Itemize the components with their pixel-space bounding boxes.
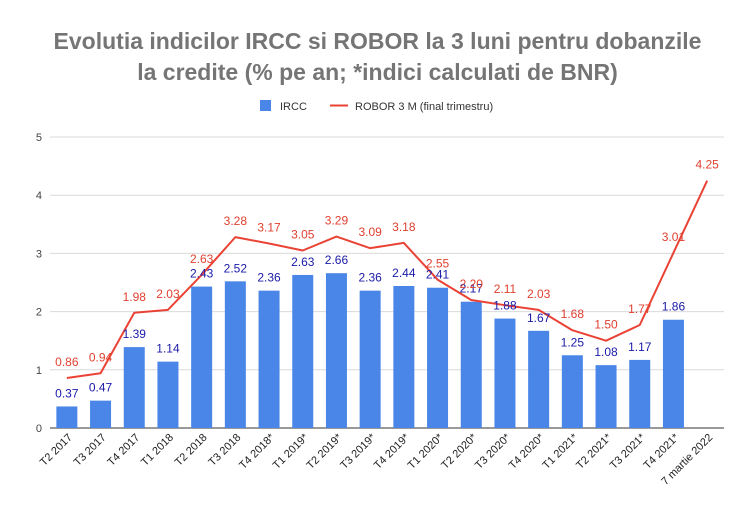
bar-series-ircc bbox=[56, 273, 684, 428]
data-label-ircc: 0.47 bbox=[89, 381, 113, 395]
data-label-robor: 2.03 bbox=[527, 287, 551, 301]
bar-ircc bbox=[123, 347, 145, 428]
data-label-ircc: 1.86 bbox=[662, 300, 686, 314]
x-tick-label: T2 2021* bbox=[574, 431, 615, 472]
legend: IRCC ROBOR 3 M (final trimestru) bbox=[260, 100, 493, 113]
x-tick-label: T2 2018 bbox=[173, 432, 210, 469]
data-label-ircc: 2.36 bbox=[257, 271, 281, 285]
x-tick-label: T1 2019* bbox=[271, 431, 312, 472]
data-label-ircc: 2.41 bbox=[426, 268, 450, 282]
data-labels: 0.37 0.47 1.39 1.14 2.43 2.52 2.36 2.63 2.66 2.36… bbox=[55, 158, 719, 401]
bar-ircc bbox=[629, 359, 651, 428]
line-robor bbox=[66, 180, 709, 379]
bar-ircc bbox=[292, 274, 314, 428]
x-tick-label: T1 2021* bbox=[540, 431, 581, 472]
data-label-robor: 3.29 bbox=[325, 214, 349, 228]
x-tick-label: T2 2019* bbox=[305, 431, 346, 472]
legend-swatch-ircc bbox=[260, 100, 271, 111]
data-label-robor: 3.09 bbox=[358, 225, 382, 239]
bar-ircc bbox=[359, 290, 381, 428]
bar-ircc bbox=[393, 285, 415, 428]
data-label-robor: 1.50 bbox=[594, 318, 618, 332]
x-tick-label: T1 2020* bbox=[406, 431, 447, 472]
bar-ircc bbox=[528, 330, 550, 428]
data-label-robor: 2.11 bbox=[494, 282, 517, 296]
data-label-ircc: 1.88 bbox=[493, 299, 517, 313]
data-label-robor: 3.05 bbox=[291, 227, 315, 241]
y-tick-label: 2 bbox=[36, 307, 42, 319]
bar-ircc bbox=[90, 400, 112, 428]
x-tick-label: T1 2018 bbox=[139, 432, 176, 469]
bar-ircc bbox=[460, 301, 482, 428]
x-tick-label: T3 2020* bbox=[473, 431, 514, 472]
data-label-ircc: 1.67 bbox=[527, 311, 551, 325]
x-tick-label: T3 2021* bbox=[608, 431, 649, 472]
data-label-robor: 4.25 bbox=[695, 158, 719, 172]
data-label-robor: 2.20 bbox=[460, 277, 484, 291]
data-label-robor: 0.86 bbox=[55, 355, 79, 369]
gridlines bbox=[50, 136, 724, 429]
x-tick-label: T4 2019* bbox=[372, 431, 413, 472]
y-axis: 0 1 2 3 4 5 bbox=[36, 132, 42, 435]
bar-ircc bbox=[224, 281, 246, 428]
chart-title-line-2: la credite (% pe an; *indici calculati d… bbox=[137, 59, 618, 85]
data-label-robor: 1.77 bbox=[628, 302, 652, 316]
data-label-ircc: 2.52 bbox=[224, 261, 248, 275]
data-label-robor: 3.18 bbox=[392, 220, 416, 234]
bar-ircc bbox=[56, 406, 78, 428]
y-tick-label: 1 bbox=[36, 365, 42, 377]
legend-label-ircc: IRCC bbox=[280, 101, 307, 113]
data-label-robor: 3.17 bbox=[257, 221, 281, 235]
data-label-ircc: 1.08 bbox=[594, 345, 618, 359]
bar-ircc bbox=[561, 355, 583, 428]
data-label-ircc: 2.66 bbox=[325, 253, 349, 267]
bar-ircc bbox=[494, 318, 516, 428]
data-label-ircc: 2.36 bbox=[358, 271, 382, 285]
data-label-robor: 2.63 bbox=[190, 252, 214, 266]
bar-ircc bbox=[157, 361, 179, 428]
bar-ircc bbox=[258, 290, 280, 428]
bar-ircc bbox=[191, 286, 213, 428]
data-label-robor: 2.03 bbox=[156, 287, 180, 301]
x-tick-label: T2 2017 bbox=[38, 432, 75, 469]
x-tick-label: T4 2018* bbox=[237, 431, 278, 472]
chart-title: Evolutia indicilor IRCC si ROBOR la 3 lu… bbox=[0, 26, 755, 88]
data-label-robor: 2.55 bbox=[426, 257, 450, 271]
data-label-ircc: 2.43 bbox=[190, 267, 214, 281]
data-label-robor: 1.68 bbox=[561, 307, 585, 321]
x-tick-label: T4 2020* bbox=[507, 431, 548, 472]
y-tick-label: 5 bbox=[36, 132, 42, 144]
x-tick-label: T3 2017 bbox=[72, 432, 109, 469]
data-label-ircc: 0.37 bbox=[55, 386, 79, 400]
data-label-ircc: 1.14 bbox=[156, 342, 180, 356]
data-label-robor: 3.28 bbox=[224, 214, 248, 228]
x-tick-label: T2 2020* bbox=[439, 431, 480, 472]
bar-ircc bbox=[595, 365, 617, 428]
x-tick-label: T4 2017 bbox=[105, 432, 142, 469]
bar-ircc bbox=[662, 319, 684, 428]
y-tick-label: 0 bbox=[36, 423, 42, 435]
chart-title-line-1: Evolutia indicilor IRCC si ROBOR la 3 lu… bbox=[53, 28, 702, 54]
data-label-robor: 1.98 bbox=[123, 290, 147, 304]
y-tick-label: 4 bbox=[36, 190, 42, 202]
data-label-ircc: 2.17 bbox=[460, 282, 484, 296]
data-label-ircc: 2.63 bbox=[291, 255, 315, 269]
data-label-robor: 0.94 bbox=[89, 350, 113, 364]
data-label-ircc: 1.25 bbox=[561, 335, 585, 349]
data-label-robor: 3.01 bbox=[662, 230, 686, 244]
line-series-robor bbox=[66, 180, 709, 379]
data-label-ircc: 1.17 bbox=[628, 340, 652, 354]
data-label-ircc: 2.44 bbox=[392, 266, 416, 280]
legend-label-robor: ROBOR 3 M (final trimestru) bbox=[355, 101, 493, 113]
bar-ircc bbox=[427, 287, 449, 428]
bar-ircc bbox=[325, 273, 347, 428]
y-tick-label: 3 bbox=[36, 248, 42, 260]
x-tick-label: T3 2019* bbox=[338, 431, 379, 472]
data-label-ircc: 1.39 bbox=[123, 327, 147, 341]
